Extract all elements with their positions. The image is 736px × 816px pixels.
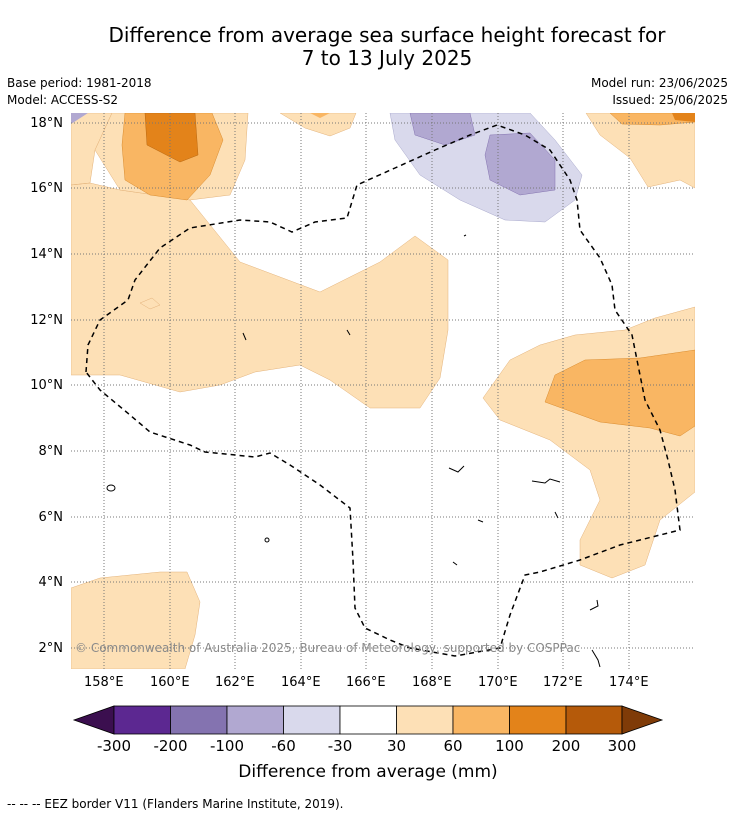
lon-label: 160°E [150, 675, 190, 690]
colorbar-tick-label: 100 [495, 737, 524, 755]
anomaly-minus100-minus60-patch [71, 113, 88, 124]
map-title-line2: 7 to 13 July 2025 [301, 46, 473, 70]
lon-label: 172°E [543, 675, 583, 690]
issued-text: Issued: 25/06/2025 [612, 93, 728, 107]
anomaly-60-100-region-east [544, 349, 695, 437]
anomaly-minus100-minus60-region-b [484, 132, 556, 196]
colorbar-tick-label: -200 [153, 737, 188, 755]
anomaly-30-60-region-west [71, 113, 449, 409]
anomaly-30-60-patch-small [139, 297, 161, 310]
lat-label: 4°N [38, 575, 64, 590]
lon-label: 170°E [478, 675, 518, 690]
islands [106, 234, 601, 668]
colorbar-tick-label: -300 [96, 737, 132, 755]
lat-label: 8°N [38, 444, 64, 459]
lat-label: 2°N [38, 641, 64, 656]
map-title-line1: Difference from average sea surface heig… [108, 23, 666, 47]
lon-label: 158°E [84, 675, 124, 690]
colorbar-tick-label: -30 [327, 737, 353, 755]
anomaly-100-200-region-northwest [144, 113, 199, 163]
colorbar-title: Difference from average (mm) [238, 762, 498, 782]
lon-label: 164°E [281, 675, 321, 690]
copyright-text: © Commonwealth of Australia 2025, Bureau… [75, 641, 581, 655]
lon-label: 174°E [609, 675, 649, 690]
base-period-text: Base period: 1981-2018 [7, 76, 152, 90]
colorbar-tick-label: -60 [271, 737, 296, 755]
colorbar-tick-label: 30 [386, 737, 407, 755]
anomaly-60-100-patch-north [310, 113, 330, 118]
lon-label: 168°E [412, 675, 452, 690]
colorbar-tick-label: 60 [443, 737, 463, 755]
eez-legend-text: -- -- -- EEZ border V11 (Flanders Marine… [7, 797, 344, 811]
colorbar-tick-label: 300 [607, 737, 637, 755]
lat-label: 12°N [30, 313, 63, 328]
graticule [71, 113, 695, 669]
colorbar-tick-label: -100 [209, 737, 245, 755]
eez-border [85, 124, 681, 657]
anomaly-30-60-region-southwest [71, 571, 201, 669]
lon-label: 166°E [346, 675, 386, 690]
colorbar-tick-label: 200 [551, 737, 581, 755]
lat-label: 10°N [30, 378, 63, 393]
anomaly-30-60-region-northeast [585, 113, 695, 189]
lat-label: 16°N [30, 181, 63, 196]
anomaly-100-200-region-northeast [672, 113, 695, 122]
lat-label: 18°N [30, 116, 63, 131]
lon-label: 162°E [215, 675, 255, 690]
model-text: Model: ACCESS-S2 [7, 93, 119, 107]
colorbar [72, 705, 664, 735]
lat-label: 6°N [38, 510, 64, 525]
lat-label: 14°N [30, 247, 63, 262]
model-run-text: Model run: 23/06/2025 [590, 76, 728, 90]
